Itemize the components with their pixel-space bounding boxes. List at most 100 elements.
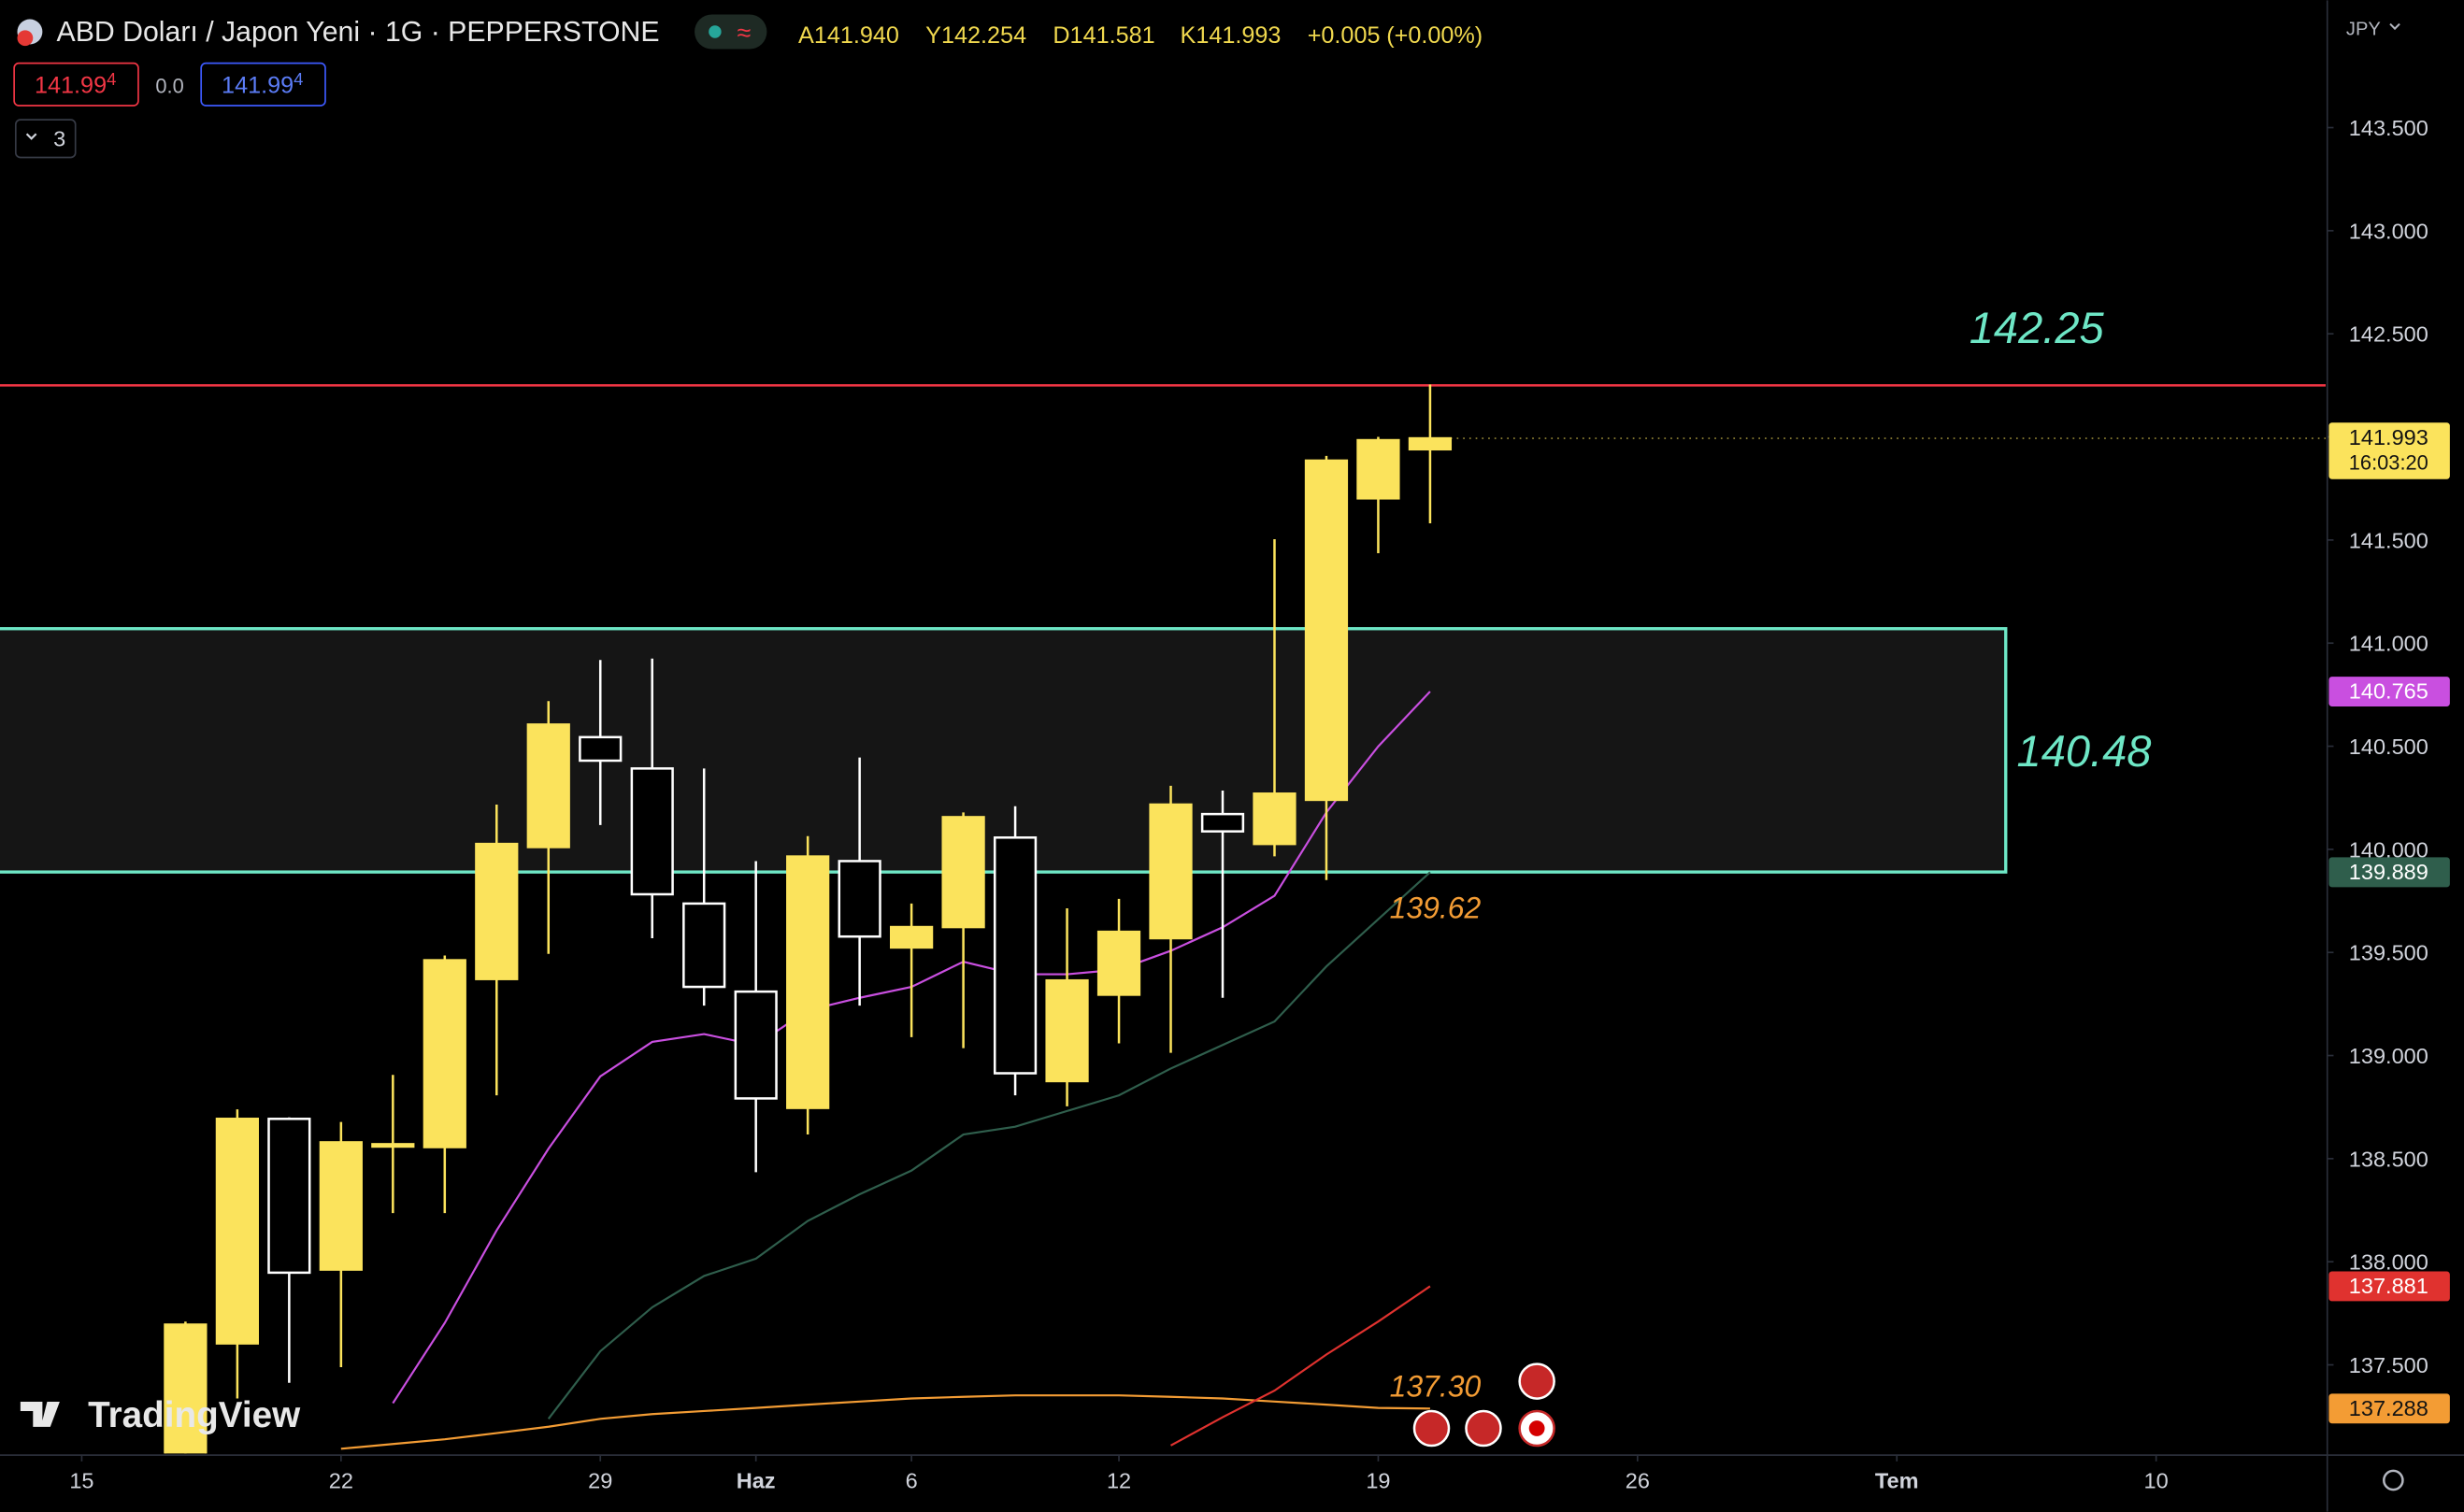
ohlc-key: K: [1181, 22, 1196, 49]
ohlc-item: Y142.254: [925, 22, 1026, 49]
y-tick-label: 137.500: [2349, 1353, 2428, 1377]
candle-body: [475, 842, 519, 980]
indicators-toggle[interactable]: [14, 119, 77, 159]
logo-mark: [47, 1401, 57, 1412]
event-flag: [1528, 1420, 1545, 1436]
ma-line: [1169, 1285, 1431, 1447]
ohlc-value: (+0.00%): [1386, 22, 1483, 49]
zone: [0, 627, 2008, 874]
price-badge-label: 140.765: [2349, 679, 2428, 704]
candle-body: [579, 735, 623, 763]
event-flag[interactable]: [1518, 1362, 1555, 1400]
status-dot: [709, 25, 722, 38]
indicators-count: 3: [53, 127, 65, 151]
zone-label: 140.48: [2017, 726, 2152, 776]
chevron: [2389, 22, 2400, 31]
status-pill[interactable]: [695, 14, 767, 50]
candle-body: [941, 816, 985, 929]
price-badge: [2328, 677, 2450, 707]
event-flag[interactable]: [1412, 1409, 1451, 1448]
y-tick-label: 141.500: [2349, 528, 2428, 552]
plot-area: [0, 384, 2327, 1454]
y-tick-label: 143.500: [2349, 116, 2428, 140]
candle-body: [993, 836, 1038, 1075]
candle-body: [319, 1141, 363, 1271]
price-badge: [2328, 857, 2450, 888]
x-tick-label: Haz: [737, 1468, 776, 1492]
y-tick-label: 142.500: [2349, 322, 2428, 347]
ohlc-key: A: [798, 22, 814, 49]
event-flag[interactable]: [1465, 1409, 1502, 1448]
sell-button[interactable]: [13, 62, 139, 107]
price-main: 141.99: [35, 73, 107, 99]
price-pip: 4: [294, 69, 303, 89]
buy-button[interactable]: [200, 62, 326, 107]
y-tick-label: 138.500: [2349, 1147, 2428, 1171]
ohlc-value: 141.581: [1070, 22, 1155, 49]
candle-body: [1253, 792, 1296, 846]
x-tick-label: 15: [69, 1468, 93, 1492]
price-badge: [2328, 1271, 2450, 1302]
ohlc-item: D141.581: [1053, 22, 1154, 49]
y-tick-label: 141.000: [2349, 632, 2428, 656]
status-icon: ≈: [737, 19, 751, 47]
candle-body: [1408, 436, 1453, 451]
candle-body: [1200, 812, 1245, 833]
y-tick-label: 140.500: [2349, 735, 2428, 759]
y-tick-label: 139.000: [2349, 1044, 2428, 1068]
ohlc-item: A141.940: [798, 22, 899, 49]
logo-text: TradingView: [88, 1395, 301, 1435]
candle-body: [215, 1118, 259, 1345]
y-tick-label: 143.000: [2349, 219, 2428, 243]
y-tick-label: 138.000: [2349, 1250, 2428, 1275]
candle-body: [1149, 803, 1193, 940]
sell-price: 141.994: [35, 69, 116, 98]
candle-body: [164, 1323, 208, 1454]
x-tick-label: 29: [588, 1468, 612, 1492]
ohlc-key: Y: [925, 22, 941, 49]
candle-body: [1356, 438, 1400, 500]
price-badge-label: 141.993: [2349, 425, 2428, 449]
candle-body: [682, 902, 726, 989]
price-badge-label: 137.881: [2349, 1274, 2428, 1298]
candle-body: [734, 990, 778, 1100]
event-flags: [1412, 1362, 1555, 1448]
candle-body: [1045, 978, 1089, 1083]
ohlc-value: 141.993: [1196, 22, 1281, 49]
ohlc-value: 142.254: [941, 22, 1026, 49]
ohlc-item: K141.993: [1181, 22, 1282, 49]
x-tick-label: 6: [906, 1468, 918, 1492]
settings-icon[interactable]: [2383, 1469, 2404, 1491]
candle-body: [630, 767, 674, 896]
x-tick-label: 12: [1107, 1468, 1131, 1492]
buy-price: 141.994: [222, 69, 303, 98]
ma-line: [340, 1394, 1430, 1450]
symbol-flag: [17, 30, 34, 47]
ohlc-key: +0.005: [1308, 22, 1381, 49]
candle-body: [786, 855, 830, 1109]
candle-body: [1304, 459, 1349, 802]
y-tick-label: 139.500: [2349, 941, 2428, 965]
resistance-label: 142.25: [1970, 303, 2105, 352]
candle-body: [526, 723, 570, 849]
candle-body: [1096, 930, 1141, 996]
ohlc-item: +0.005 (+0.00%): [1308, 22, 1483, 49]
spread: 0.0: [155, 75, 183, 98]
x-tick-label: 26: [1626, 1468, 1650, 1492]
x-tick-label: 19: [1366, 1468, 1390, 1492]
symbol-title: ABD Doları / Japon Yeni · 1G · PEPPERSTO…: [57, 17, 660, 48]
price-badge-label: 137.288: [2349, 1396, 2428, 1420]
ma-line: [547, 871, 1431, 1420]
candle-body: [267, 1118, 311, 1275]
price-badge: [2328, 1393, 2450, 1424]
price-pip: 4: [107, 69, 116, 89]
x-tick-label: 22: [329, 1468, 353, 1492]
candle-body: [890, 925, 934, 949]
currency[interactable]: JPY: [2346, 19, 2381, 39]
price-main: 141.99: [222, 73, 294, 99]
ohlc-key: D: [1053, 22, 1069, 49]
x-tick-label: 10: [2144, 1468, 2169, 1492]
price-badge: [2328, 422, 2450, 479]
